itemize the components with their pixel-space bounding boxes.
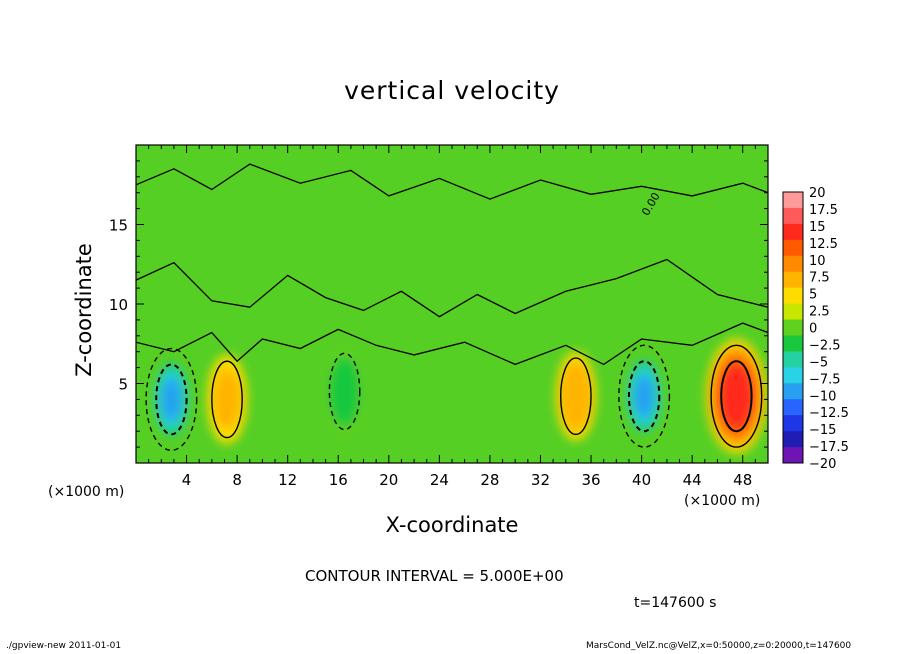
colorbar-label: −7.5 [809,372,841,387]
contour-inner-ring-1 [155,363,188,436]
colorbar-swatch [783,367,803,384]
updraft-cell-5 [206,354,248,444]
x-tick-label: 28 [480,471,499,489]
updraft-band [722,369,751,423]
contour-ring-6 [560,357,592,436]
x-ticks: 4 8 12 16 20 24 28 32 36 40 44 48 [148,145,756,489]
downdraft-cell-3 [623,351,665,441]
colorbar-swatch [783,415,803,432]
colorbar-label: −10 [809,389,836,404]
updraft-band [564,370,588,422]
x-tick-label: 20 [379,471,398,489]
downdraft-band [333,366,357,417]
colorbar-swatch [783,303,803,321]
colorbar-label: −5 [809,355,828,370]
contour-inner-ring-3 [627,360,661,433]
colorbar-label: 20 [809,186,826,201]
colorbar-label: −12.5 [809,406,849,421]
x-tick-label: 16 [329,471,348,489]
contour-ring-5 [211,360,243,439]
colorbar-swatch [783,207,803,225]
y-ticks: 5 10 15 [109,160,768,448]
contour-ring-1 [145,347,198,451]
colorbar: 20 17.5 15 12.5 10 7.5 5 2.5 0−2.5 −5 −7.5 −10 −12.5… [782,186,849,472]
colorbar-label: −20 [809,457,836,472]
colorbar-swatch [783,319,803,336]
downdraft-band [161,378,182,421]
colorbar-swatch [783,447,803,464]
contour-lines: 0.00 [136,163,768,451]
y-tick-label: 10 [109,296,128,314]
y-tick-label: 5 [118,376,128,394]
x-tick-label: 4 [182,471,192,489]
colorbar-label: 10 [809,254,826,269]
chart-title: vertical velocity [344,76,560,105]
colorbar-swatch [783,383,803,400]
contour-ring-2 [328,352,361,431]
x-tick-label: 32 [531,471,550,489]
zero-contour-1 [136,163,768,200]
colorbar-label: 2.5 [809,305,830,320]
footer-left: ./gpview-new 2011-01-01 [6,641,122,651]
x-tick-label: 24 [430,471,449,489]
contour-inner-ring-4 [720,360,753,433]
colorbar-label: 17.5 [809,203,838,218]
colorbar-label: −15 [809,423,836,438]
time-note: t=147600 s [634,595,717,611]
x-unit-label-right: (×1000 m) [684,493,761,509]
colorbar-swatch [783,287,803,305]
updraft-cell-4 [706,338,767,454]
contour-ring-4 [710,344,763,448]
x-tick-label: 36 [581,471,600,489]
colorbar-swatch [783,271,803,289]
x-axis-label: X-coordinate [385,513,519,537]
colorbar-swatch [783,335,803,352]
colorbar-frame [782,191,804,464]
footer-right: MarsCond_VelZ.nc@VelZ,x=0:50000,z=0:2000… [586,641,852,651]
x-tick-label: 40 [632,471,651,489]
colorbar-swatch [783,192,803,209]
zero-contour-2 [136,258,768,318]
colorbar-swatch [783,239,803,257]
colorbar-swatch [783,351,803,368]
updraft-band [213,369,241,430]
x-tick-label: 44 [683,471,702,489]
colorbar-label: 5 [809,288,817,303]
colorbar-label: −17.5 [809,440,849,455]
updraft-cell-6 [555,351,597,441]
contour-interval-note: CONTOUR INTERVAL = 5.000E+00 [305,567,564,585]
downdraft-cell-1 [151,354,192,444]
colorbar-swatch [783,399,803,416]
x-tick-label: 8 [232,471,242,489]
colorbar-label: 7.5 [809,271,830,286]
colorbar-label: 0 [809,322,817,337]
colorbar-swatch [783,223,803,241]
colorbar-label: 12.5 [809,237,838,252]
colorbar-swatch [783,255,803,273]
colorbar-swatch [783,431,803,448]
x-unit-label-left: (×1000 m) [48,484,125,500]
contour-ring-3 [618,344,671,448]
heatmap-field [136,145,768,463]
downdraft-cell-2 [324,346,365,436]
colorbar-label: −2.5 [809,338,841,353]
x-tick-label: 12 [278,471,297,489]
x-tick-label: 48 [733,471,752,489]
zero-contour-3 [136,322,768,366]
colorbar-label: 15 [809,220,826,235]
y-tick-label: 15 [109,217,128,235]
downdraft-band [634,374,654,418]
